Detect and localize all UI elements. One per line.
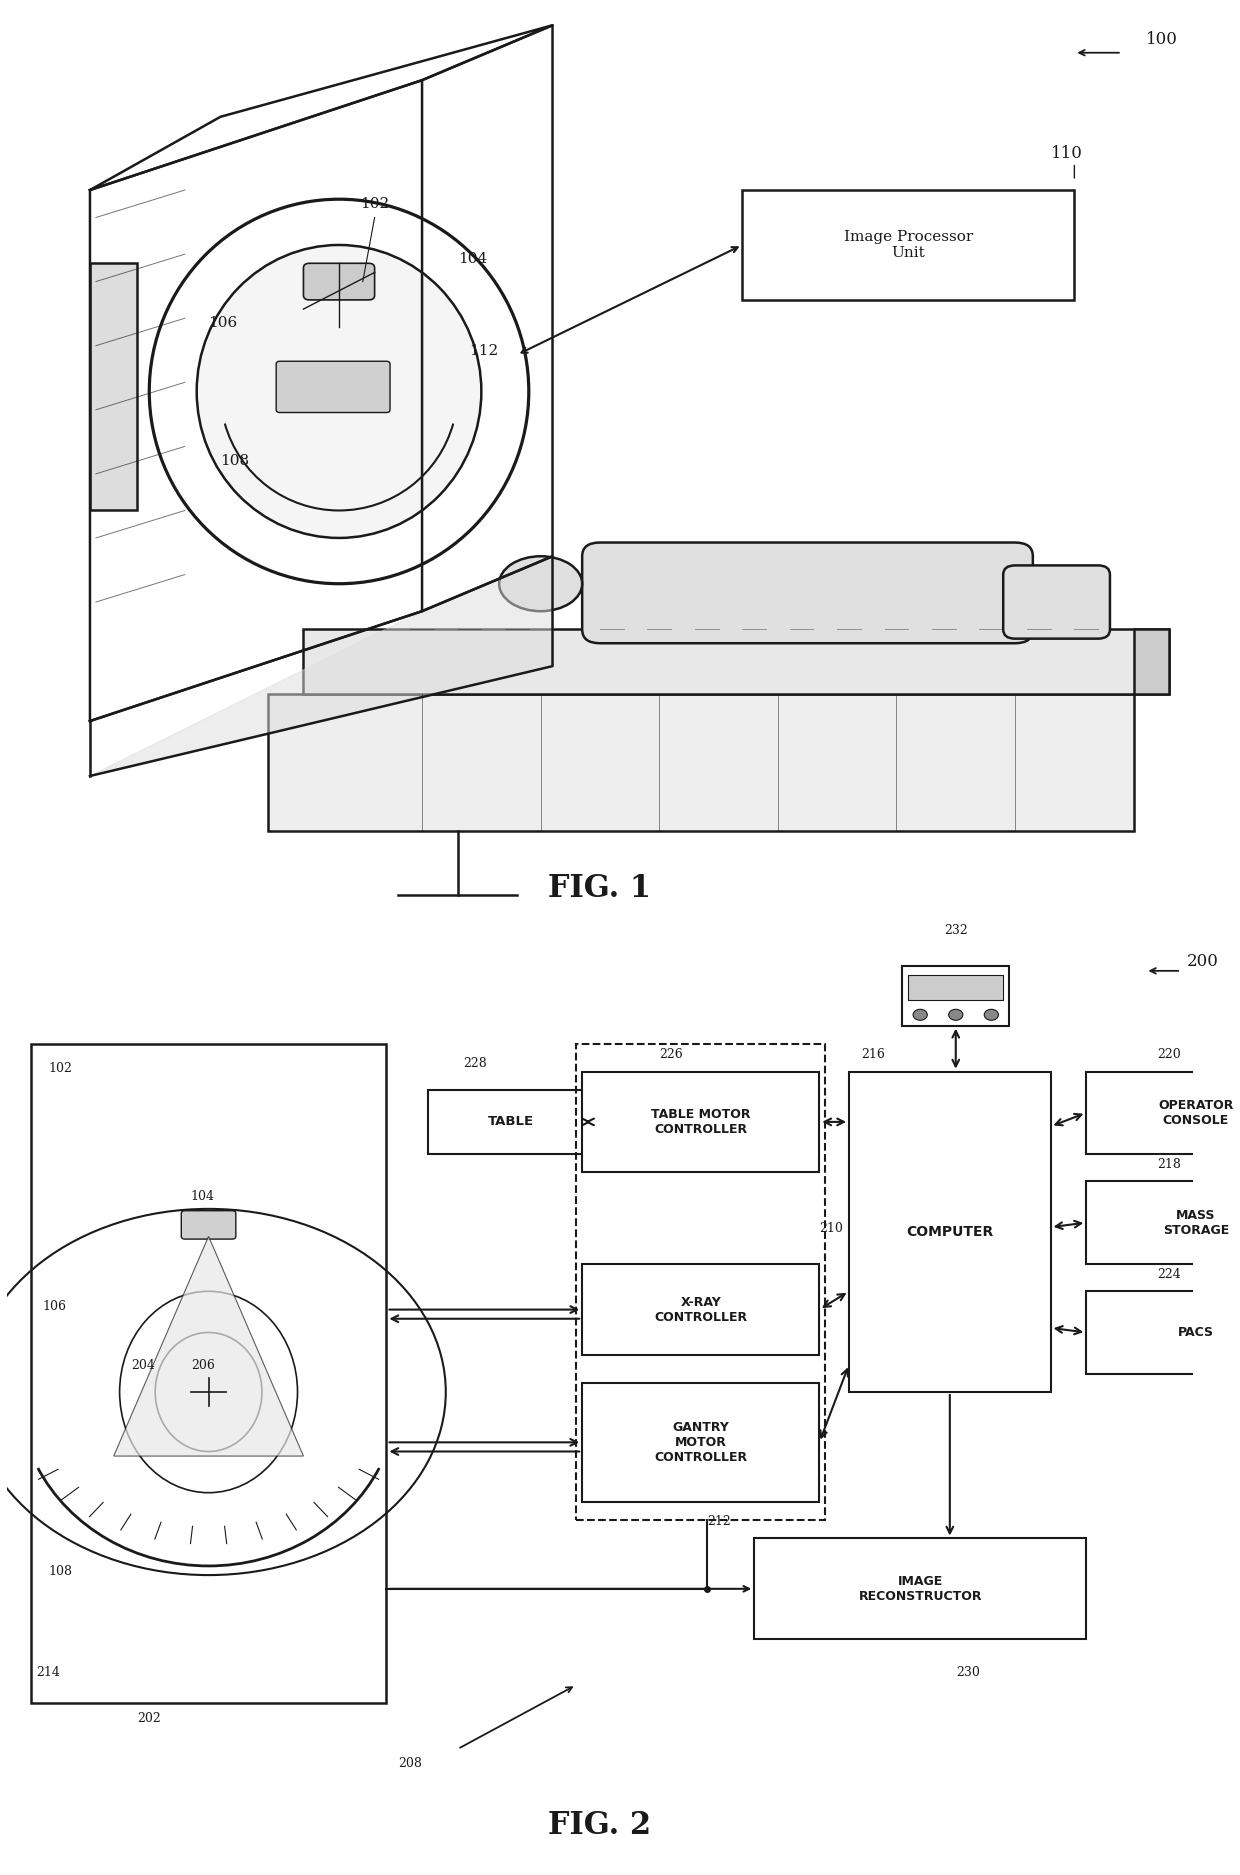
Text: 102: 102: [360, 197, 389, 212]
Ellipse shape: [197, 246, 481, 538]
Text: 200: 200: [1187, 952, 1219, 969]
FancyBboxPatch shape: [582, 1264, 820, 1356]
FancyBboxPatch shape: [1086, 1181, 1240, 1264]
FancyBboxPatch shape: [181, 1211, 236, 1239]
FancyBboxPatch shape: [1086, 1292, 1240, 1374]
Text: FIG. 1: FIG. 1: [548, 874, 651, 904]
Text: FIG. 2: FIG. 2: [548, 1809, 651, 1841]
FancyBboxPatch shape: [909, 975, 1003, 999]
Text: 224: 224: [1157, 1268, 1182, 1281]
FancyBboxPatch shape: [743, 189, 1074, 300]
Text: OPERATOR
CONSOLE: OPERATOR CONSOLE: [1158, 1099, 1234, 1127]
Text: 228: 228: [464, 1058, 487, 1071]
Text: 216: 216: [861, 1048, 885, 1061]
FancyBboxPatch shape: [582, 1071, 820, 1172]
FancyBboxPatch shape: [582, 542, 1033, 643]
Text: MASS
STORAGE: MASS STORAGE: [1163, 1209, 1229, 1238]
Text: 108: 108: [48, 1566, 72, 1579]
Text: 106: 106: [208, 317, 238, 330]
FancyBboxPatch shape: [849, 1071, 1050, 1391]
FancyBboxPatch shape: [31, 1044, 387, 1702]
Text: 208: 208: [398, 1757, 422, 1770]
Text: IMAGE
RECONSTRUCTOR: IMAGE RECONSTRUCTOR: [858, 1575, 982, 1603]
Polygon shape: [91, 557, 553, 776]
FancyBboxPatch shape: [903, 966, 1009, 1026]
Text: 204: 204: [131, 1359, 155, 1372]
Polygon shape: [1133, 630, 1169, 694]
Text: 210: 210: [820, 1222, 843, 1236]
Text: COMPUTER: COMPUTER: [906, 1224, 993, 1239]
FancyBboxPatch shape: [277, 362, 391, 412]
Text: 112: 112: [470, 343, 498, 358]
Text: 104: 104: [191, 1191, 215, 1202]
Text: 108: 108: [221, 454, 249, 467]
Text: 110: 110: [1050, 144, 1083, 161]
Text: 100: 100: [1146, 30, 1178, 47]
Text: Image Processor
Unit: Image Processor Unit: [843, 231, 973, 261]
FancyBboxPatch shape: [428, 1089, 594, 1153]
Text: TABLE: TABLE: [489, 1116, 534, 1129]
Text: 226: 226: [660, 1048, 683, 1061]
Text: 214: 214: [37, 1665, 61, 1678]
Text: 104: 104: [458, 253, 487, 266]
Circle shape: [949, 1009, 963, 1020]
Ellipse shape: [500, 557, 582, 611]
Text: 206: 206: [191, 1359, 215, 1372]
Text: TABLE MOTOR
CONTROLLER: TABLE MOTOR CONTROLLER: [651, 1108, 750, 1136]
FancyBboxPatch shape: [1003, 566, 1110, 639]
Text: 230: 230: [956, 1665, 980, 1678]
Text: 220: 220: [1157, 1048, 1182, 1061]
Text: 106: 106: [42, 1299, 67, 1312]
FancyBboxPatch shape: [1086, 1071, 1240, 1153]
Text: PACS: PACS: [1178, 1326, 1214, 1339]
Polygon shape: [304, 630, 1169, 694]
Circle shape: [985, 1009, 998, 1020]
Polygon shape: [91, 262, 138, 510]
Circle shape: [913, 1009, 928, 1020]
Polygon shape: [268, 694, 1133, 831]
Text: 212: 212: [707, 1515, 730, 1528]
FancyBboxPatch shape: [304, 262, 374, 300]
Polygon shape: [114, 1236, 304, 1457]
FancyBboxPatch shape: [754, 1539, 1086, 1639]
Text: 232: 232: [944, 924, 967, 938]
Text: X-RAY
CONTROLLER: X-RAY CONTROLLER: [655, 1296, 748, 1324]
Text: GANTRY
MOTOR
CONTROLLER: GANTRY MOTOR CONTROLLER: [655, 1421, 748, 1464]
FancyBboxPatch shape: [582, 1384, 820, 1502]
Text: 102: 102: [48, 1061, 72, 1074]
Text: 202: 202: [138, 1712, 161, 1725]
Text: 218: 218: [1157, 1157, 1182, 1170]
